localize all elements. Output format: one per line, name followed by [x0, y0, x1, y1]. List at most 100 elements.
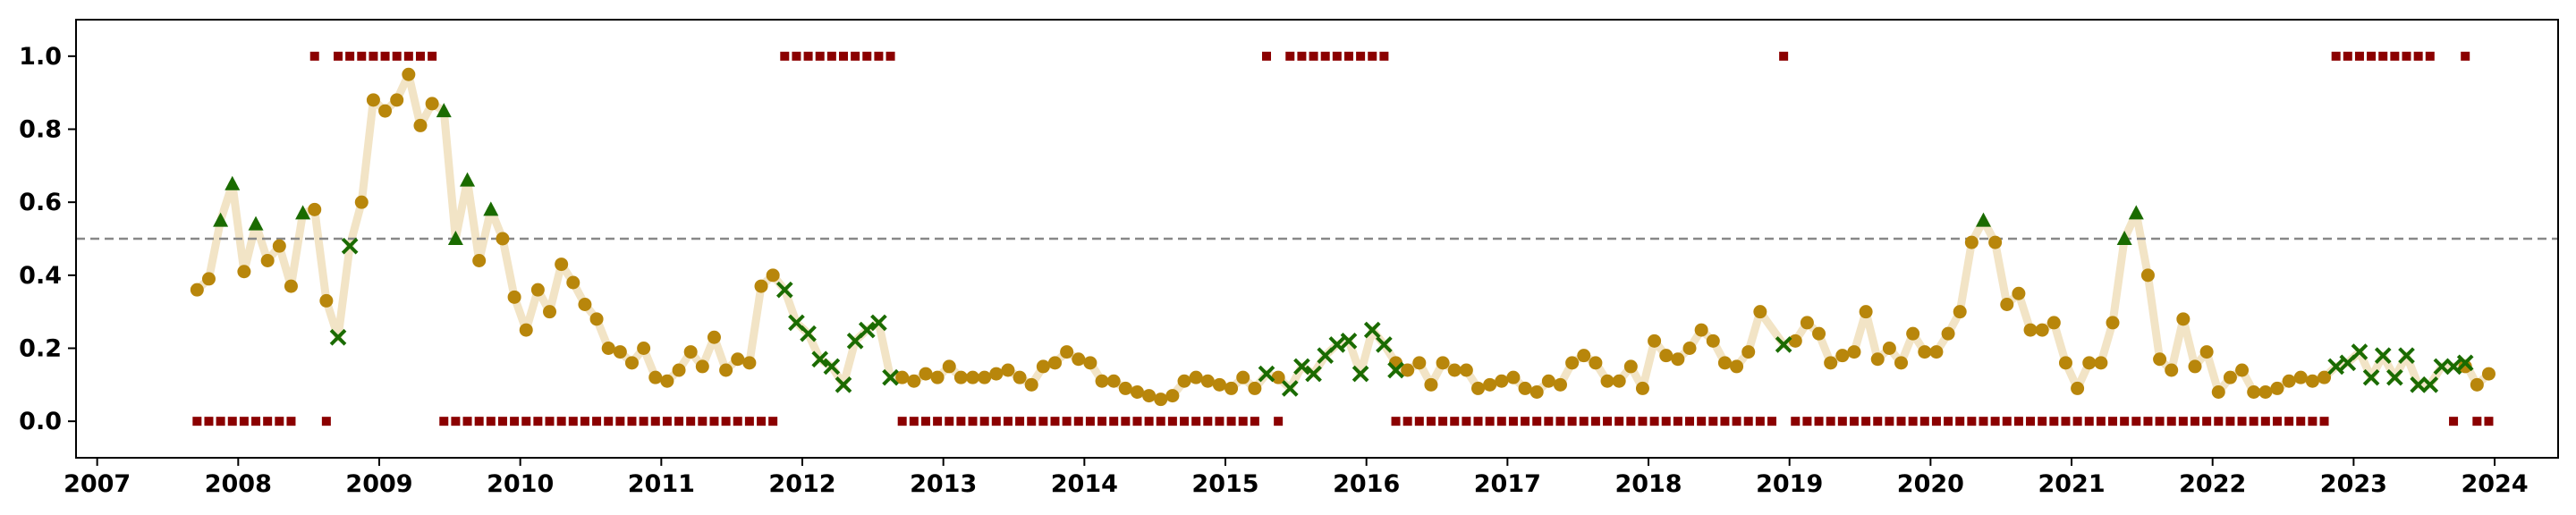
regime-marker-low — [744, 417, 754, 426]
x-tick-label: 2016 — [1333, 470, 1400, 498]
data-point-circle — [578, 298, 592, 311]
data-point-circle — [953, 370, 968, 384]
regime-marker-low — [1062, 417, 1072, 426]
data-point-circle — [1577, 349, 1591, 363]
data-point-circle — [413, 118, 428, 132]
data-point-circle — [1142, 389, 1157, 403]
regime-marker-low — [1167, 417, 1177, 426]
regime-marker-low — [2096, 417, 2106, 426]
data-point-circle — [1694, 323, 1708, 337]
regime-marker-low — [1802, 417, 1812, 426]
data-point-circle — [895, 370, 910, 384]
data-point-circle — [555, 258, 569, 272]
regime-marker-low — [2249, 417, 2258, 426]
regime-marker-low — [1508, 417, 1518, 426]
regime-marker-low — [1979, 417, 1988, 426]
regime-marker-low — [650, 417, 660, 426]
regime-marker-high — [1379, 51, 1389, 61]
regime-marker-low — [2072, 417, 2082, 426]
data-point-circle — [1988, 235, 2003, 249]
x-tick-label: 2010 — [487, 470, 554, 498]
x-tick-label: 2008 — [205, 470, 272, 498]
regime-marker-low — [1885, 417, 1894, 426]
data-point-circle — [1706, 333, 1720, 348]
regime-marker-low — [2319, 417, 2329, 426]
y-tick-label: 0.2 — [19, 335, 62, 363]
data-point-circle — [1918, 345, 1932, 359]
plot-frame — [75, 19, 2559, 459]
regime-marker-low — [462, 417, 472, 426]
regime-marker-low — [1073, 417, 1083, 426]
data-point-circle — [1471, 381, 1486, 395]
regime-marker-high — [2390, 51, 2400, 61]
data-point-circle — [1212, 377, 1226, 392]
data-point-circle — [1013, 370, 1027, 384]
data-point-circle — [507, 290, 521, 304]
data-point-circle — [519, 323, 533, 337]
data-point-circle — [1412, 356, 1427, 370]
data-point-circle — [566, 275, 580, 290]
data-point-circle — [319, 293, 334, 308]
regime-marker-low — [639, 417, 648, 426]
regime-marker-low — [545, 417, 555, 426]
regime-marker-low — [2084, 417, 2094, 426]
data-point-circle — [1824, 356, 1838, 370]
data-point-circle — [272, 239, 286, 253]
regime-marker-low — [1027, 417, 1037, 426]
regime-marker-low — [204, 417, 214, 426]
data-point-cross — [1328, 336, 1346, 353]
data-point-circle — [1200, 374, 1215, 388]
regime-marker-high — [2461, 51, 2470, 61]
regime-marker-low — [1990, 417, 2000, 426]
regime-marker-low — [709, 417, 719, 426]
data-point-circle — [942, 359, 956, 374]
data-point-circle — [1118, 381, 1132, 395]
regime-marker-low — [2308, 417, 2318, 426]
data-point-cross — [870, 314, 887, 332]
data-point-circle — [425, 97, 439, 111]
regime-marker-low — [2472, 417, 2482, 426]
data-point-circle — [190, 283, 204, 297]
data-point-layer — [190, 67, 2496, 407]
data-point-cross — [2351, 343, 2368, 360]
regime-marker-low — [1626, 417, 1636, 426]
data-point-circle — [1130, 385, 1144, 399]
regime-marker-low — [674, 417, 684, 426]
regime-marker-low — [945, 417, 954, 426]
regime-marker-low — [1755, 417, 1765, 426]
data-point-circle — [1800, 316, 1814, 330]
regime-marker-high — [1368, 51, 1377, 61]
y-tick-label: 0.8 — [19, 116, 62, 144]
regime-marker-high — [380, 51, 390, 61]
x-tick-label: 2019 — [1756, 470, 1823, 498]
regime-marker-high — [886, 51, 895, 61]
regime-marker-low — [486, 417, 496, 426]
data-point-circle — [930, 370, 945, 384]
data-point-circle — [1812, 326, 1826, 341]
regime-marker-low — [1720, 417, 1730, 426]
regime-marker-low — [1003, 417, 1013, 426]
data-point-triangle — [1975, 212, 1991, 227]
data-point-cross — [775, 281, 793, 299]
data-point-circle — [1648, 333, 1662, 348]
data-point-circle — [1717, 356, 1732, 370]
regime-marker-low — [1544, 417, 1554, 426]
data-point-cross — [1293, 358, 1310, 376]
data-point-circle — [472, 254, 487, 267]
regime-marker-high — [826, 51, 836, 61]
data-point-cross — [1281, 380, 1299, 397]
regime-marker-low — [592, 417, 602, 426]
data-point-cross — [2433, 358, 2451, 376]
data-point-circle — [695, 359, 709, 374]
regime-marker-low — [968, 417, 978, 426]
x-tick-label: 2023 — [2320, 470, 2387, 498]
regime-marker-low — [1250, 417, 1259, 426]
regime-marker-high — [1343, 51, 1353, 61]
regime-marker-low — [1238, 417, 1248, 426]
regime-marker-low — [1438, 417, 1448, 426]
data-point-circle — [1224, 381, 1239, 395]
data-point-circle — [2318, 370, 2332, 384]
data-point-cross — [329, 328, 347, 346]
data-point-circle — [1072, 352, 1086, 367]
data-point-triangle — [2116, 231, 2132, 245]
